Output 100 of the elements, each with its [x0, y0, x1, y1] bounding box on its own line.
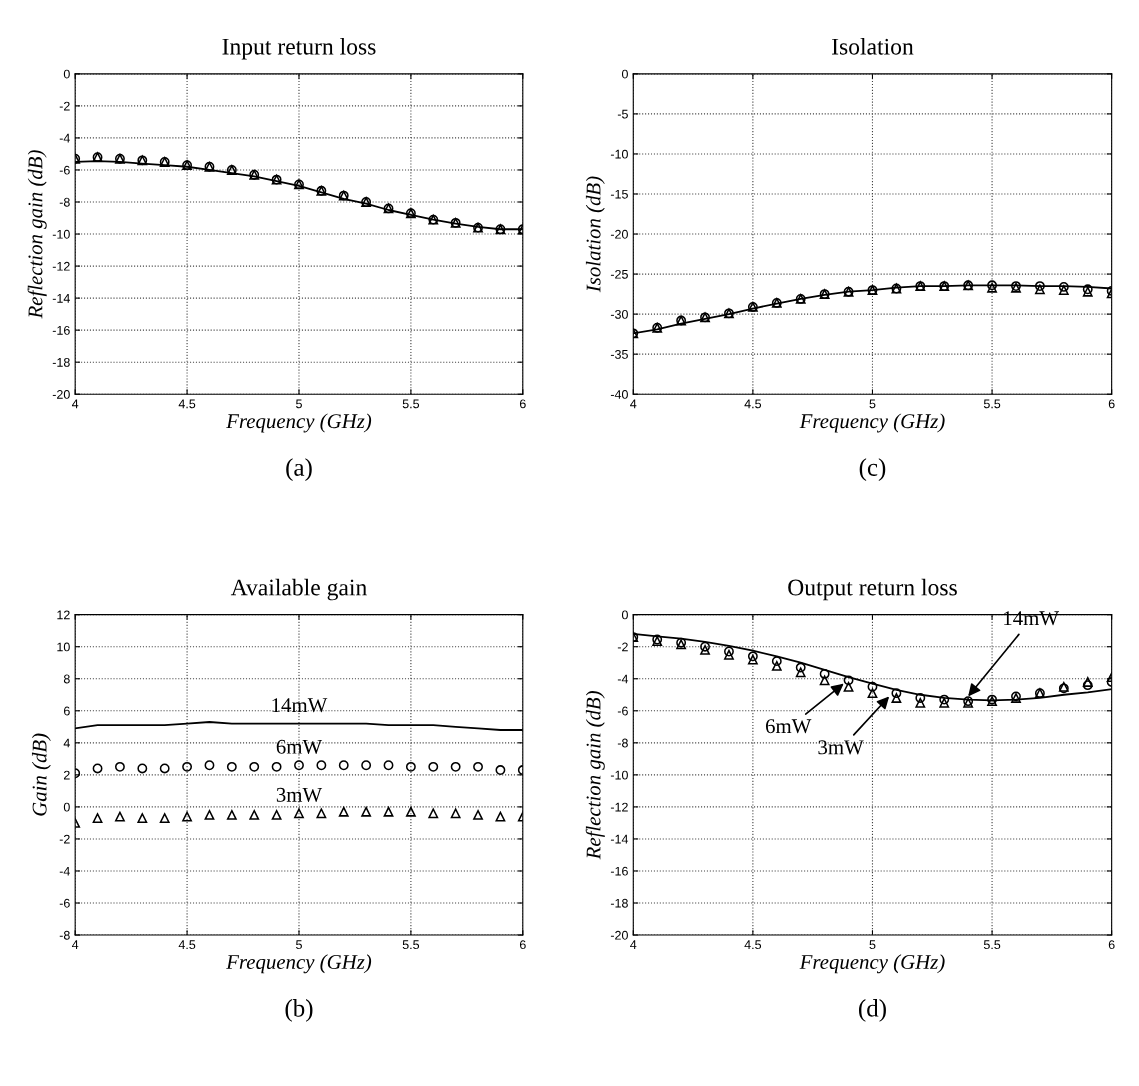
chart-title: Input return loss [222, 38, 376, 60]
point [495, 811, 506, 822]
y-tick-label: -4 [59, 133, 70, 143]
y-tick-label: -8 [59, 197, 70, 207]
point [204, 809, 215, 820]
point [428, 761, 439, 772]
y-tick-label: -20 [610, 930, 628, 940]
y-tick-label: 0 [621, 69, 628, 79]
point [473, 761, 483, 772]
point [891, 688, 902, 699]
point [249, 761, 260, 772]
point [226, 761, 237, 772]
x-tick-label: 5.5 [402, 940, 420, 950]
point [843, 675, 854, 686]
chart-title: Isolation [832, 38, 914, 55]
x-tick-label: 4.5 [178, 399, 196, 409]
y-tick-label: 2 [63, 770, 70, 780]
y-tick-label: -12 [610, 802, 628, 812]
point [115, 811, 125, 822]
x-tick-label: 5 [869, 940, 876, 950]
x-tick-label: 5.5 [983, 940, 1001, 950]
x-axis-title: Frequency (GHz) [799, 413, 945, 433]
annotation: 6mW [276, 739, 323, 754]
point [115, 761, 125, 772]
annotation: 6mW [765, 719, 812, 734]
x-tick-label: 6 [1108, 940, 1115, 950]
point [867, 688, 878, 699]
x-axis-title: Frequency (GHz) [226, 413, 372, 433]
y-tick-label: -20 [52, 390, 70, 399]
point [843, 681, 854, 692]
point [159, 813, 170, 824]
chart-title: Available gain [230, 578, 367, 601]
point [338, 806, 349, 817]
y-tick-label: -6 [59, 165, 70, 175]
x-tick-label: 6 [1108, 399, 1115, 409]
point [361, 760, 372, 771]
point [819, 669, 830, 679]
y-tick-label: -20 [610, 229, 628, 239]
point [819, 675, 830, 686]
point [1082, 680, 1093, 691]
point [405, 761, 416, 772]
x-tick-label: 5 [869, 399, 876, 409]
point [450, 808, 461, 819]
annotation: 3mW [276, 787, 323, 802]
annotation: 3mW [818, 740, 864, 755]
y-axis-title: Gain (dB) [31, 733, 51, 816]
point [915, 693, 926, 703]
point [182, 761, 193, 772]
point [361, 806, 372, 817]
point [316, 760, 327, 771]
chart-title: Output return loss [788, 578, 957, 601]
y-tick-label: 0 [63, 69, 70, 79]
x-tick-label: 4 [630, 940, 637, 949]
point [182, 811, 193, 822]
y-tick-label: -10 [610, 770, 628, 780]
point [1058, 281, 1069, 292]
point [495, 765, 506, 775]
y-axis-title: Reflection gain (dB) [27, 150, 47, 319]
point [867, 681, 878, 692]
y-tick-label: -15 [610, 189, 628, 199]
y-tick-label: 10 [57, 642, 70, 652]
point [771, 656, 782, 667]
point [1058, 285, 1069, 296]
text: (c) [859, 458, 886, 481]
y-tick-label: -8 [617, 738, 628, 748]
x-tick-label: 6 [519, 940, 526, 950]
point [405, 806, 416, 817]
x-tick-label: 5.5 [402, 399, 420, 409]
y-tick-label: -16 [52, 325, 70, 335]
x-tick-label: 4.5 [178, 940, 196, 950]
y-tick-label: -16 [610, 866, 628, 876]
y-tick-label: 8 [63, 674, 70, 684]
y-tick-label: 4 [63, 738, 70, 748]
y-tick-label: -6 [617, 706, 628, 716]
point [294, 760, 304, 771]
y-tick-label: 6 [64, 706, 70, 716]
x-axis-title: Frequency (GHz) [799, 954, 945, 974]
y-tick-label: -2 [617, 642, 628, 652]
y-tick-label: -18 [52, 357, 70, 367]
x-tick-label: 4 [630, 399, 637, 409]
x-tick-label: 4 [71, 940, 79, 949]
x-tick-label: 6 [519, 399, 526, 409]
x-tick-label: 4 [71, 399, 79, 409]
annotation: 14mW [272, 698, 328, 713]
point [137, 763, 148, 774]
y-tick-label: -8 [59, 930, 70, 940]
text: (b) [285, 999, 313, 1022]
x-tick-label: 5 [296, 399, 302, 409]
point [428, 808, 439, 819]
point [137, 813, 148, 824]
x-tick-label: 4.5 [744, 940, 762, 950]
point [383, 806, 394, 817]
point [450, 761, 461, 772]
point [204, 760, 215, 771]
text: (a) [286, 458, 312, 481]
point [473, 809, 483, 820]
point [271, 809, 282, 820]
x-axis-title: Frequency (GHz) [226, 954, 372, 974]
point [915, 697, 926, 708]
y-tick-label: -10 [610, 149, 628, 159]
